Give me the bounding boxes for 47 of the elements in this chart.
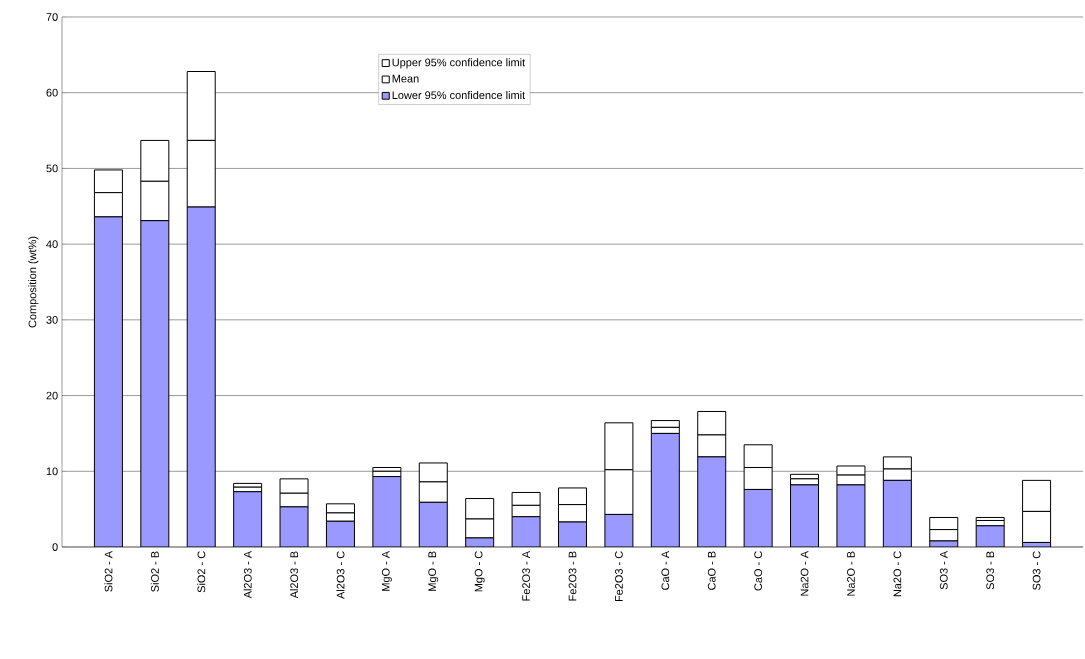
bar <box>418 501 448 547</box>
x-tick-label: MgO - B <box>428 551 439 591</box>
bar <box>650 432 680 547</box>
x-tick-label: MgO - A <box>381 550 392 591</box>
x-tick-label: Na2O - A <box>800 550 809 596</box>
x-tick-label: Na2O - B <box>847 551 855 596</box>
bar <box>140 220 170 547</box>
x-tick-label: SiO2 - B <box>150 551 159 592</box>
bar <box>975 525 1005 547</box>
x-tick-label: Al2O3 - C <box>336 551 345 599</box>
y-tick-label: 0 <box>52 543 58 551</box>
y-axis-title: Composition (wt%) <box>28 236 39 328</box>
x-tick-label: Na2O - C <box>893 551 902 597</box>
legend-label: Upper 95% confidence limit <box>392 58 526 69</box>
y-tick-label: 30 <box>46 315 58 324</box>
bar <box>743 488 773 547</box>
legend-label: Lower 95% confidence limit <box>392 91 526 100</box>
bar <box>93 216 123 547</box>
bar <box>697 456 727 547</box>
x-tick-label: Fe2O3 - A <box>522 550 530 601</box>
x-tick-label: MgO - C <box>474 551 485 592</box>
x-tick-label: SO3 - A <box>939 550 948 590</box>
bar <box>790 484 820 547</box>
y-tick-label: 20 <box>46 391 58 400</box>
x-tick-label: CaO - C <box>754 551 763 591</box>
bar <box>186 206 216 547</box>
x-tick-label: CaO - A <box>661 550 670 590</box>
x-tick-label: Al2O3 - B <box>290 551 299 599</box>
bar <box>882 479 912 547</box>
legend-label: Mean <box>392 74 419 83</box>
bar <box>836 484 866 547</box>
x-tick-label: CaO - B <box>707 551 716 590</box>
y-tick-label: 40 <box>46 240 58 249</box>
x-tick-label: SO3 - C <box>1032 551 1041 590</box>
bar <box>372 476 402 547</box>
y-tick-label: 70 <box>46 13 58 21</box>
bar <box>325 520 355 547</box>
x-tick-label: Fe2O3 - B <box>568 551 577 601</box>
x-tick-label: SiO2 - C <box>197 551 206 593</box>
y-tick-label: 60 <box>46 88 58 97</box>
y-tick-label: 10 <box>46 467 58 476</box>
bar <box>233 491 263 547</box>
y-tick-label: 50 <box>46 164 58 173</box>
x-tick-label: Al2O3 - A <box>243 550 252 599</box>
x-tick-label: SiO2 - A <box>104 550 113 592</box>
x-tick-label: SO3 - B <box>986 551 995 590</box>
x-tick-label: Fe2O3 - C <box>615 551 623 602</box>
